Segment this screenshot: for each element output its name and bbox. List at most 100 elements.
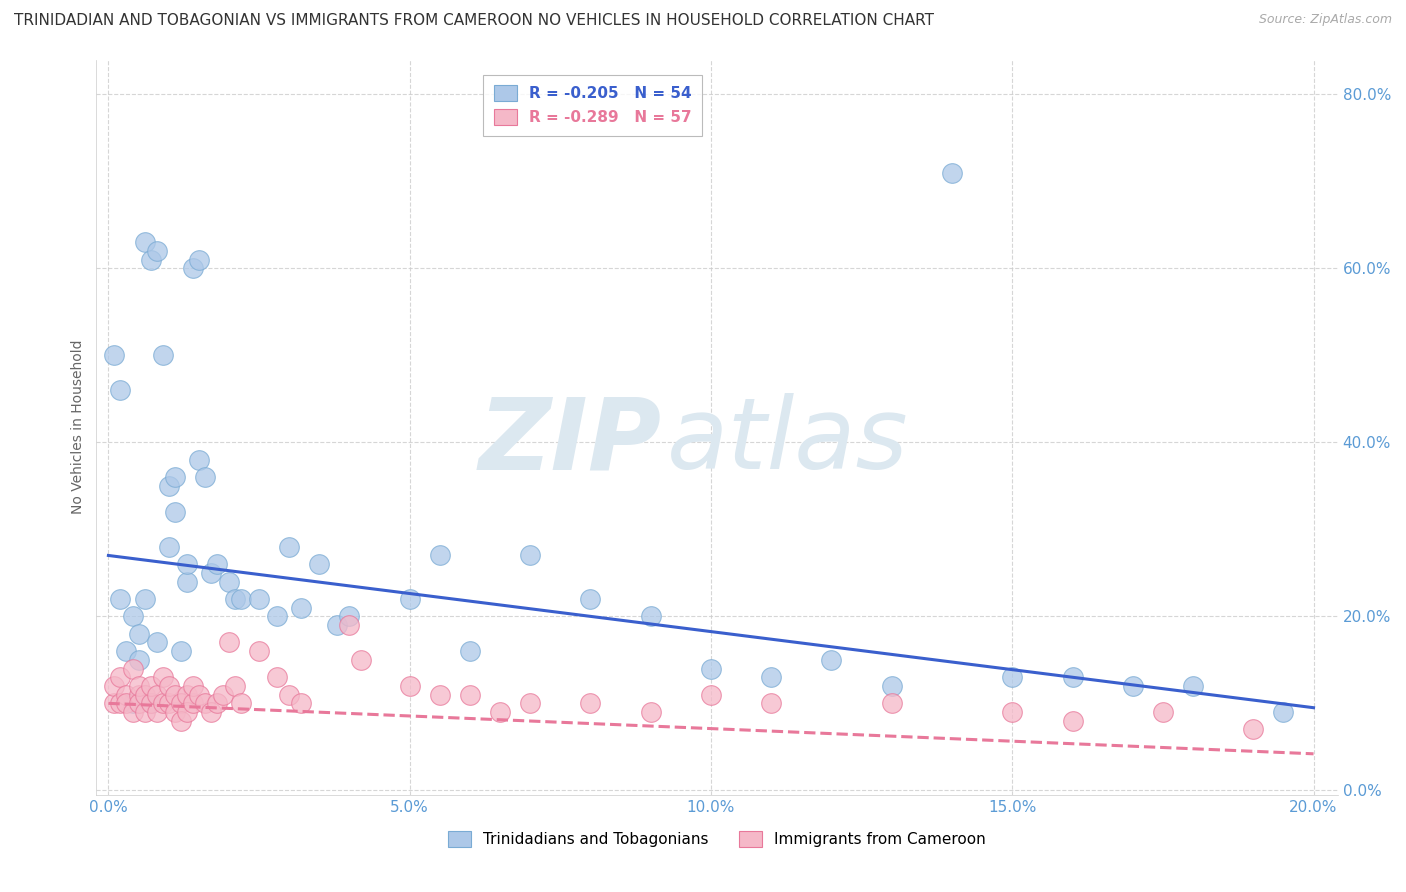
Point: [224, 679, 246, 693]
Point: [339, 618, 361, 632]
Point: [176, 574, 198, 589]
Point: [115, 688, 138, 702]
Point: [139, 697, 162, 711]
Point: [121, 705, 143, 719]
Point: [128, 679, 150, 693]
Point: [128, 688, 150, 702]
Point: [200, 705, 222, 719]
Point: [110, 591, 132, 606]
Point: [266, 609, 288, 624]
Point: [218, 635, 240, 649]
Point: [579, 591, 602, 606]
Point: [761, 697, 783, 711]
Point: [103, 697, 125, 711]
Point: [139, 252, 162, 267]
Point: [194, 697, 217, 711]
Point: [176, 705, 198, 719]
Point: [640, 609, 662, 624]
Point: [308, 557, 330, 571]
Text: atlas: atlas: [668, 393, 908, 491]
Point: [761, 670, 783, 684]
Point: [247, 644, 270, 658]
Point: [157, 479, 180, 493]
Point: [121, 609, 143, 624]
Point: [187, 252, 209, 267]
Point: [278, 540, 301, 554]
Point: [134, 591, 156, 606]
Point: [187, 688, 209, 702]
Point: [224, 591, 246, 606]
Point: [110, 697, 132, 711]
Point: [218, 574, 240, 589]
Point: [1122, 679, 1144, 693]
Point: [290, 600, 312, 615]
Point: [128, 697, 150, 711]
Text: Source: ZipAtlas.com: Source: ZipAtlas.com: [1258, 13, 1392, 27]
Point: [194, 470, 217, 484]
Point: [163, 688, 186, 702]
Point: [170, 697, 193, 711]
Point: [110, 670, 132, 684]
Point: [941, 166, 963, 180]
Point: [247, 591, 270, 606]
Point: [110, 383, 132, 397]
Point: [115, 644, 138, 658]
Point: [1001, 705, 1024, 719]
Point: [1152, 705, 1174, 719]
Point: [121, 697, 143, 711]
Point: [429, 549, 451, 563]
Point: [128, 626, 150, 640]
Point: [145, 688, 167, 702]
Point: [1182, 679, 1205, 693]
Point: [350, 653, 373, 667]
Point: [187, 452, 209, 467]
Point: [145, 635, 167, 649]
Point: [579, 697, 602, 711]
Point: [700, 688, 723, 702]
Point: [700, 662, 723, 676]
Point: [326, 618, 349, 632]
Point: [1241, 723, 1264, 737]
Point: [145, 244, 167, 258]
Point: [290, 697, 312, 711]
Point: [134, 705, 156, 719]
Point: [170, 644, 193, 658]
Point: [163, 705, 186, 719]
Point: [519, 697, 541, 711]
Point: [1001, 670, 1024, 684]
Point: [880, 697, 903, 711]
Point: [157, 697, 180, 711]
Point: [157, 679, 180, 693]
Point: [229, 697, 252, 711]
Point: [1062, 714, 1084, 728]
Point: [157, 540, 180, 554]
Point: [176, 557, 198, 571]
Point: [152, 697, 174, 711]
Point: [398, 679, 420, 693]
Point: [152, 348, 174, 362]
Y-axis label: No Vehicles in Household: No Vehicles in Household: [72, 340, 86, 515]
Legend: R = -0.205   N = 54, R = -0.289   N = 57: R = -0.205 N = 54, R = -0.289 N = 57: [484, 75, 703, 136]
Point: [398, 591, 420, 606]
Text: ZIP: ZIP: [478, 393, 661, 491]
Point: [489, 705, 512, 719]
Point: [1062, 670, 1084, 684]
Point: [134, 235, 156, 250]
Point: [128, 653, 150, 667]
Point: [163, 470, 186, 484]
Point: [181, 679, 204, 693]
Point: [176, 688, 198, 702]
Point: [145, 705, 167, 719]
Point: [339, 609, 361, 624]
Point: [429, 688, 451, 702]
Point: [103, 679, 125, 693]
Point: [103, 348, 125, 362]
Point: [134, 688, 156, 702]
Point: [229, 591, 252, 606]
Point: [121, 662, 143, 676]
Point: [1272, 705, 1295, 719]
Point: [200, 566, 222, 580]
Point: [181, 261, 204, 276]
Point: [640, 705, 662, 719]
Point: [880, 679, 903, 693]
